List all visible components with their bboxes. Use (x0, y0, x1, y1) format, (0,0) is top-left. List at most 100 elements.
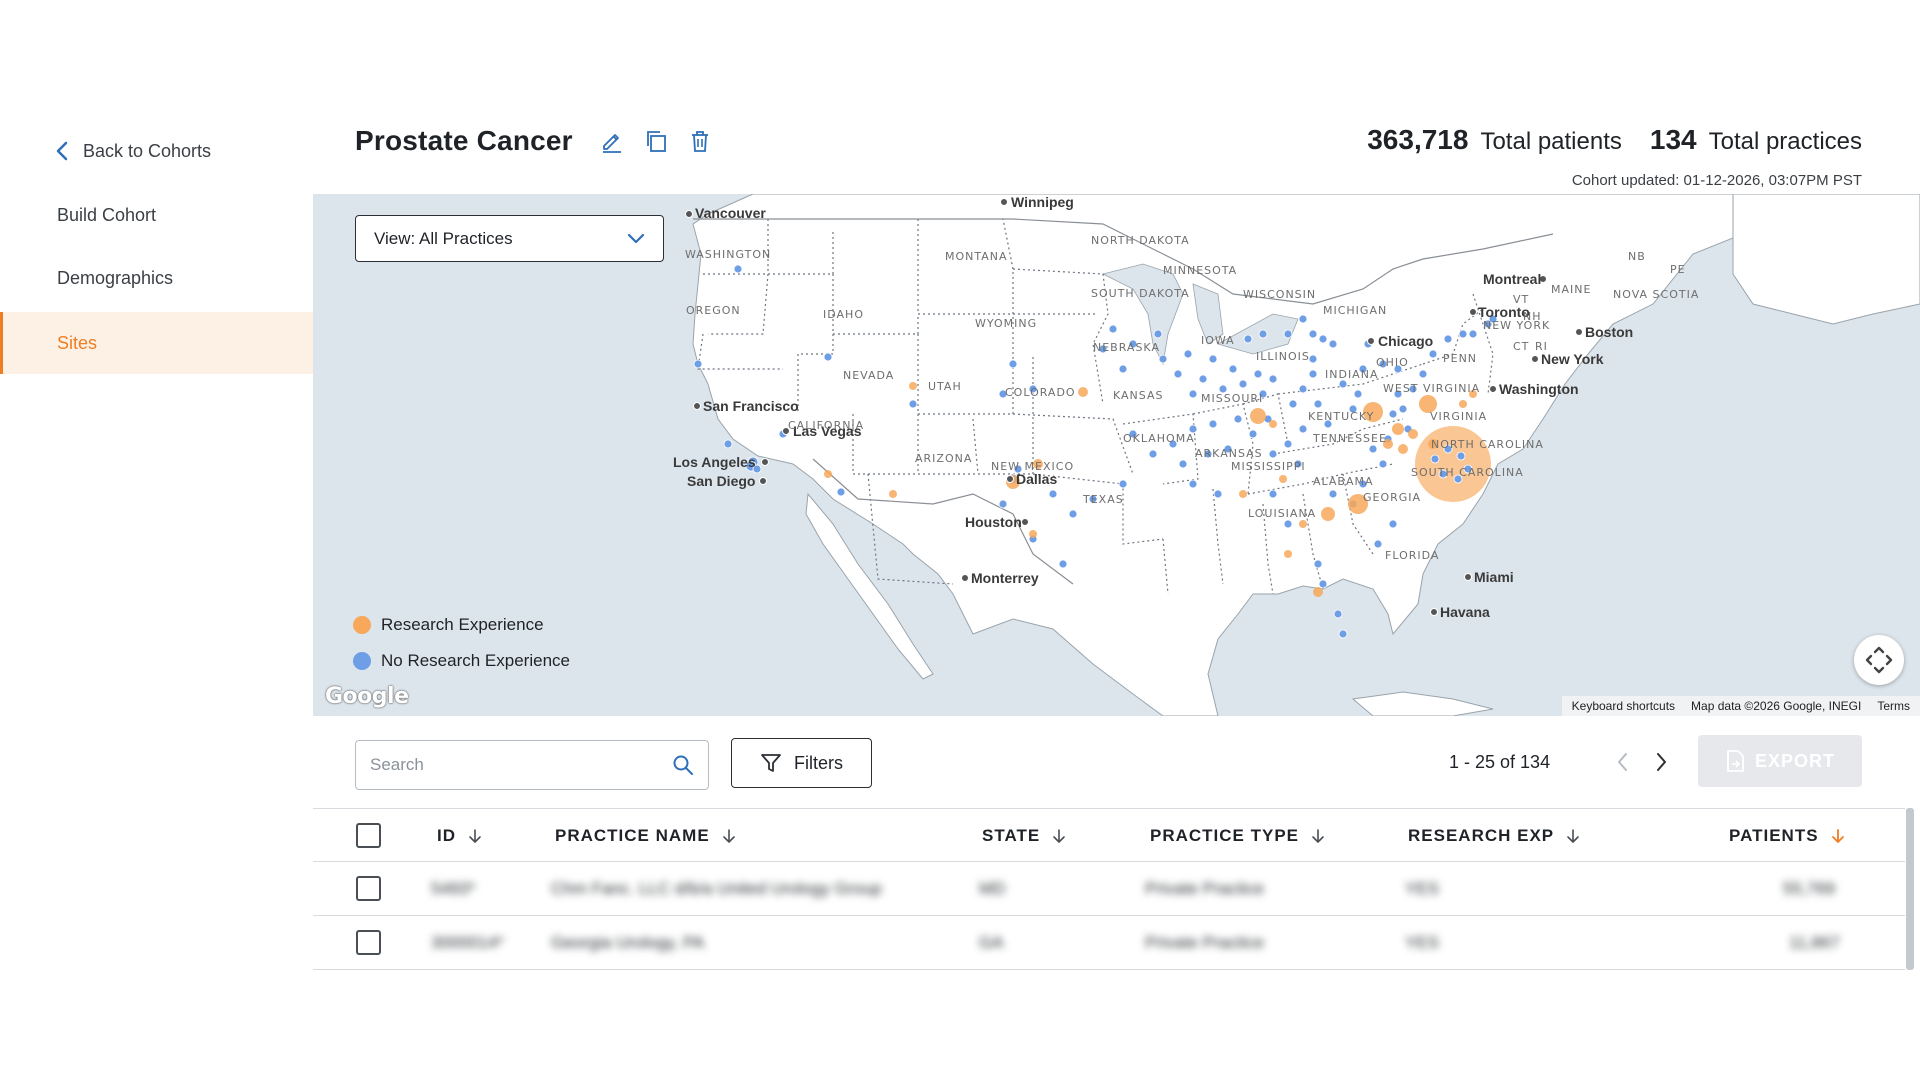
google-logo: Google (325, 684, 409, 709)
select-all-checkbox[interactable] (356, 823, 381, 848)
land-area (692, 194, 1744, 716)
column-header-label: ID (437, 826, 456, 845)
state-label: ARKANSAS (1195, 447, 1263, 460)
column-header-practice-name[interactable]: PRACTICE NAME (555, 809, 736, 863)
row-checkbox[interactable] (356, 930, 381, 955)
state-label: MISSOURI (1201, 392, 1263, 405)
column-header-label: PATIENTS (1729, 826, 1819, 845)
city-toronto: Toronto (1478, 304, 1530, 320)
total-patients-value: 363,718 (1367, 124, 1469, 155)
cell-state: MD (979, 879, 1006, 898)
terms-link[interactable]: Terms (1877, 699, 1910, 713)
city-montreal: Montreal (1483, 271, 1541, 287)
cell-id: 5493* (431, 879, 476, 898)
city-winnipeg: Winnipeg (1011, 194, 1074, 210)
sidebar-item-demographics[interactable]: Demographics (57, 267, 174, 288)
fullscreen-button[interactable] (1854, 635, 1904, 685)
state-label: NEW YORK (1483, 319, 1550, 332)
keyboard-shortcuts-link[interactable]: Keyboard shortcuts (1571, 699, 1676, 713)
city-chicago: Chicago (1378, 333, 1433, 349)
export-label: EXPORT (1754, 750, 1835, 771)
search-box[interactable] (355, 740, 709, 790)
copy-button[interactable] (643, 128, 669, 154)
state-label: WASHINGTON (685, 248, 771, 261)
city-dallas: Dallas (1016, 471, 1057, 487)
state-label: OKLAHOMA (1123, 432, 1195, 445)
pagination-summary: 1 - 25 of 134 (1449, 752, 1551, 772)
state-label: ILLINOIS (1256, 350, 1310, 363)
city-las-vegas: Las Vegas (793, 423, 862, 439)
delete-button[interactable] (687, 128, 713, 154)
dc-cluster (1430, 444, 1473, 484)
column-header-patients[interactable]: PATIENTS (1729, 809, 1845, 863)
filters-button[interactable]: Filters (731, 738, 872, 788)
chevron-left-icon[interactable] (1611, 748, 1635, 776)
map-attribution: Keyboard shortcuts Map data ©2026 Google… (1561, 696, 1920, 716)
state-label: NEVADA (843, 369, 894, 382)
sort-arrow-icon (1831, 829, 1844, 843)
back-to-cohorts-link[interactable]: Back to Cohorts (55, 140, 211, 162)
view-select[interactable]: View: All Practices (355, 215, 664, 262)
edit-icon (602, 134, 621, 153)
column-header-label: PRACTICE TYPE (1150, 826, 1300, 845)
column-header-practice-type[interactable]: PRACTICE TYPE (1150, 809, 1325, 863)
state-label: WEST VIRGINIA (1383, 382, 1480, 395)
city-los-angeles: Los Angeles (673, 454, 756, 470)
state-label: COLORADO (1005, 386, 1076, 399)
state-label: MISSISSIPPI (1231, 460, 1306, 473)
chevron-left-icon (56, 141, 68, 161)
row-checkbox[interactable] (356, 876, 381, 901)
state-label: MICHIGAN (1323, 304, 1387, 317)
column-header-state[interactable]: STATE (982, 809, 1066, 863)
chevron-down-icon (627, 233, 645, 243)
title-row: Prostate Cancer (355, 125, 713, 157)
practice-map[interactable]: Winnipeg Vancouver Montreal Toronto Bost… (313, 194, 1920, 716)
total-practices-value: 134 (1649, 124, 1697, 155)
scrollbar-thumb[interactable] (1906, 808, 1914, 970)
city-markers (685, 198, 1583, 616)
search-input[interactable] (370, 755, 672, 775)
city-washington: Washington (1499, 381, 1579, 397)
state-label: NB (1628, 250, 1646, 263)
city-san-francisco: San Francisco (703, 398, 799, 414)
state-label: NH (1523, 310, 1542, 323)
city-miami: Miami (1474, 569, 1514, 585)
table-scrollbar[interactable] (1906, 808, 1914, 970)
map-canvas[interactable]: Winnipeg Vancouver Montreal Toronto Bost… (313, 194, 1920, 716)
table-toolbar: Filters 1 - 25 of 134 EXPORT (313, 716, 1920, 806)
column-header-id[interactable]: ID (437, 809, 482, 863)
trash-icon (691, 131, 708, 152)
sort-arrow-icon (469, 829, 481, 843)
land-baja (805, 492, 934, 680)
cell-practice-name: Chm Fanc. LLC d/b/a United Urology Group (551, 879, 882, 898)
sidebar-item-sites[interactable]: Sites (0, 312, 313, 374)
chevron-right-icon[interactable] (1649, 748, 1673, 776)
state-label: IOWA (1201, 334, 1235, 347)
total-practices-label: Total practices (1708, 128, 1862, 155)
legend-item-no-research: No Research Experience (353, 643, 570, 679)
state-label: VT (1513, 293, 1529, 306)
table-row[interactable]: 3000014* Georgia Urology, PA GA Private … (313, 916, 1905, 970)
view-select-value: View: All Practices (374, 228, 513, 248)
city-new-york: New York (1541, 351, 1604, 367)
filters-label: Filters (794, 752, 843, 773)
state-label: ALABAMA (1313, 475, 1374, 488)
state-label: WYOMING (975, 317, 1037, 330)
main-content: Prostate Cancer 363,718 Total patients 1… (313, 118, 1920, 970)
city-vancouver: Vancouver (695, 205, 766, 221)
map-data-text: Map data ©2026 Google, INEGI (1691, 699, 1862, 713)
export-button[interactable]: EXPORT (1698, 735, 1862, 787)
sidebar-item-build-cohort[interactable]: Build Cohort (57, 204, 157, 225)
sort-arrow-icon (1312, 829, 1324, 843)
export-file-icon (1727, 750, 1744, 772)
state-label: OREGON (686, 304, 741, 317)
land-cuba (1351, 691, 1494, 716)
state-labels: WASHINGTON MONTANA NORTH DAKOTA MINNESOT… (685, 234, 1698, 562)
cohort-updated-timestamp: Cohort updated: 01-12-2026, 03:07PM PST (1571, 172, 1862, 189)
cell-practice-name: Georgia Urology, PA (551, 933, 705, 952)
table-row[interactable]: 5493* Chm Fanc. LLC d/b/a United Urology… (313, 862, 1905, 916)
column-header-research-exp[interactable]: RESEARCH EXP (1408, 809, 1580, 863)
edit-button[interactable] (599, 128, 625, 154)
legend-label: No Research Experience (381, 651, 570, 670)
state-label: OHIO (1376, 356, 1409, 369)
